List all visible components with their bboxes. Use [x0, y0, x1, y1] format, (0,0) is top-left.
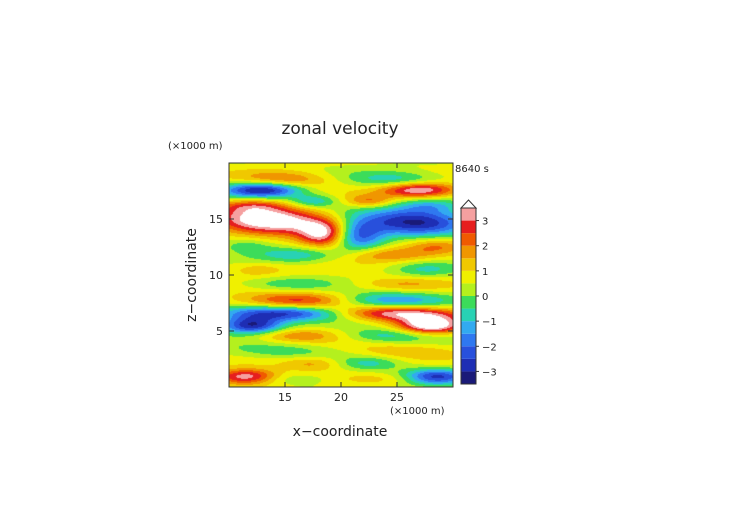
colorbar-level-swatch: [461, 258, 476, 271]
y-tick-label: 5: [216, 325, 223, 338]
colorbar-level-swatch: [461, 333, 476, 347]
colorbar-overflow-triangle: [459, 199, 478, 209]
heatmap-plot-area: [228, 162, 454, 388]
x-axis-unit: (×1000 m): [390, 406, 445, 417]
y-tick-label: 10: [209, 269, 223, 282]
colorbar-level-swatch: [461, 233, 476, 246]
x-tick-label: 25: [390, 391, 404, 404]
y-axis-unit: (×1000 m): [168, 141, 223, 152]
colorbar-level-swatch: [461, 270, 476, 284]
colorbar-level-swatch: [461, 220, 476, 234]
colorbar-level-swatch: [461, 283, 476, 296]
colorbar-level-swatch: [461, 358, 476, 372]
y-axis-label: z−coordinate: [184, 228, 200, 322]
colorbar-level-swatch: [461, 208, 476, 221]
y-tick-label: 15: [209, 213, 223, 226]
colorbar-tick-label: 0: [482, 292, 488, 303]
colorbar-tick-label: 3: [482, 217, 488, 228]
colorbar-level-swatch: [461, 245, 476, 259]
x-axis: 15 20 25: [278, 163, 404, 404]
time-label: 8640 s: [455, 164, 489, 175]
colorbar-level-swatch: [461, 371, 476, 384]
colorbar-level-swatch: [461, 296, 476, 309]
colorbar-level-swatch: [461, 308, 476, 322]
velocity-field-image: [229, 163, 453, 387]
colorbar-tick-label: −3: [482, 367, 497, 378]
colorbar-level-swatch: [461, 321, 476, 334]
colorbar-tick-label: 1: [482, 267, 488, 278]
colorbar-tick-label: −1: [482, 317, 497, 328]
x-tick-label: 15: [278, 391, 292, 404]
colorbar-level-swatch: [461, 346, 476, 359]
colorbar: 3 2 1 0 −1 −2 −3: [459, 199, 497, 385]
y-axis: 5 10 15: [209, 213, 453, 338]
chart-title: zonal velocity: [281, 119, 398, 139]
x-axis-label: x−coordinate: [293, 424, 388, 440]
colorbar-tick-label: −2: [482, 342, 497, 353]
colorbar-tick-label: 2: [482, 242, 488, 253]
x-tick-label: 20: [334, 391, 348, 404]
